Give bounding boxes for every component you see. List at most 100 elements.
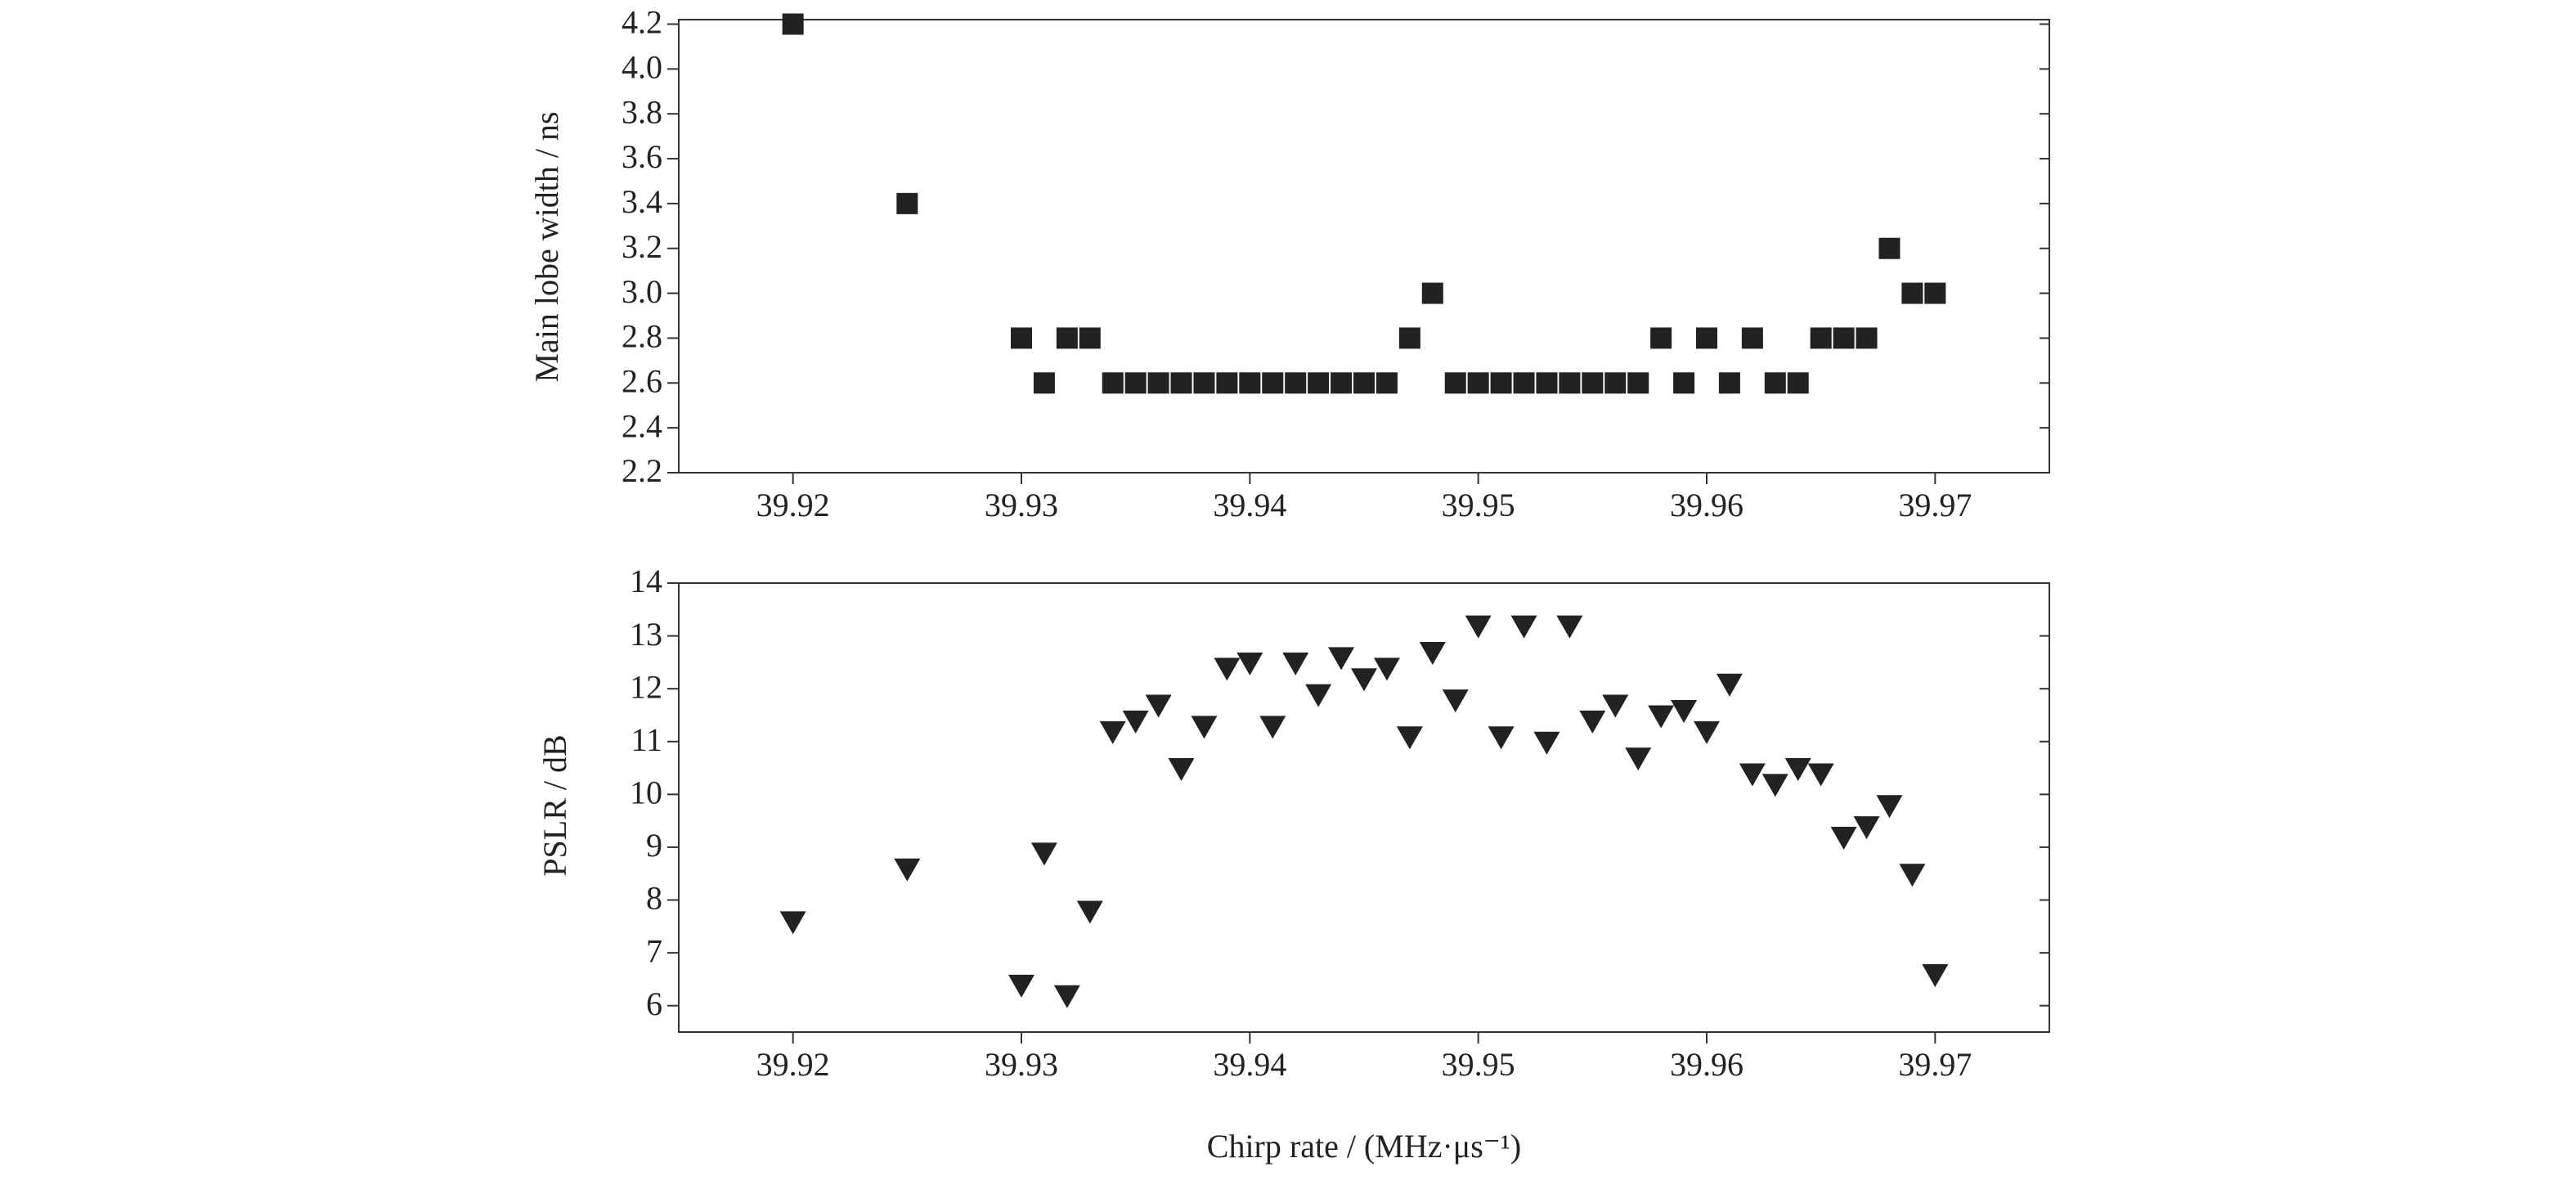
marker: [1305, 684, 1332, 707]
marker: [1741, 327, 1763, 349]
y-tick-label: 13: [630, 616, 662, 653]
marker: [1833, 327, 1855, 349]
marker: [1168, 758, 1195, 782]
marker: [1556, 615, 1583, 639]
marker: [1533, 731, 1560, 755]
y-tick-label: 2.4: [622, 407, 662, 444]
x-tick-label: 39.96: [1670, 487, 1744, 523]
marker: [1214, 658, 1241, 681]
marker: [1784, 758, 1811, 782]
y-tick-label: 3.2: [622, 228, 662, 265]
marker: [1396, 726, 1423, 750]
marker: [1236, 652, 1263, 676]
marker: [1008, 974, 1034, 998]
x-axis-label: Chirp rate / (MHz·μs⁻¹): [1207, 1128, 1521, 1165]
marker: [1559, 372, 1581, 394]
marker: [1444, 372, 1466, 394]
marker: [1262, 372, 1284, 394]
marker: [1648, 705, 1675, 729]
marker: [1442, 689, 1469, 713]
plot-frame: [678, 19, 2050, 474]
marker: [896, 192, 918, 214]
marker: [1285, 372, 1307, 394]
marker: [1421, 282, 1443, 304]
x-tick-label: 39.95: [1442, 487, 1515, 523]
x-tick-label: 39.93: [985, 1046, 1058, 1083]
marker: [1718, 372, 1740, 394]
y-tick-label: 2.6: [622, 362, 662, 399]
marker: [1490, 372, 1512, 394]
y-tick-label: 2.8: [622, 318, 662, 355]
y-axis-label: Main lobe width / ns: [528, 111, 565, 382]
y-tick-label: 4.2: [622, 4, 662, 41]
marker: [1011, 327, 1032, 349]
x-tick-label: 39.97: [1898, 1046, 1972, 1083]
marker: [1899, 864, 1926, 887]
marker: [1076, 900, 1103, 924]
marker: [1328, 647, 1355, 671]
marker: [1353, 372, 1375, 394]
y-tick-label: 7: [646, 932, 662, 969]
y-tick-label: 4.0: [622, 49, 662, 86]
marker: [1259, 716, 1286, 739]
marker: [1513, 372, 1535, 394]
y-tick-label: 3.8: [622, 93, 662, 130]
marker: [1876, 795, 1903, 819]
marker: [1467, 372, 1489, 394]
marker: [1536, 372, 1558, 394]
marker: [1488, 726, 1515, 750]
y-tick-label: 8: [646, 880, 662, 917]
marker: [1102, 372, 1124, 394]
marker: [1191, 716, 1218, 739]
marker: [1239, 372, 1261, 394]
marker: [1716, 673, 1743, 697]
x-tick-label: 39.94: [1213, 1046, 1286, 1083]
x-tick-label: 39.92: [756, 1046, 830, 1083]
marker: [1419, 641, 1446, 665]
marker: [1650, 327, 1672, 349]
marker: [1351, 668, 1377, 692]
marker: [1625, 747, 1652, 771]
marker: [1216, 372, 1238, 394]
marker: [1853, 816, 1880, 840]
y-tick-label: 3.4: [622, 183, 662, 220]
marker: [1739, 763, 1766, 787]
marker: [1810, 327, 1832, 349]
marker: [1671, 700, 1698, 724]
marker: [1604, 372, 1627, 394]
marker: [779, 911, 806, 935]
marker: [1331, 372, 1353, 394]
marker: [1053, 985, 1080, 1008]
y-tick-label: 3.6: [622, 138, 662, 175]
marker: [1901, 282, 1923, 304]
marker: [1033, 372, 1055, 394]
marker: [1627, 372, 1649, 394]
marker: [1030, 842, 1057, 866]
marker: [1856, 327, 1878, 349]
marker: [1122, 710, 1149, 734]
y-tick-label: 12: [630, 668, 662, 705]
marker: [1308, 372, 1330, 394]
y-tick-label: 3.0: [622, 273, 662, 310]
marker: [1170, 372, 1192, 394]
plot-frame: [678, 582, 2050, 1033]
marker: [1807, 763, 1834, 787]
y-axis-label: PSLR / dB: [536, 734, 573, 876]
marker: [1398, 327, 1420, 349]
marker: [1830, 827, 1857, 851]
marker: [1673, 372, 1695, 394]
y-tick-label: 10: [630, 774, 662, 811]
marker: [894, 858, 921, 882]
marker: [1602, 694, 1629, 718]
marker: [1579, 710, 1606, 734]
marker: [1696, 327, 1717, 349]
marker: [1124, 372, 1147, 394]
marker: [1145, 694, 1172, 718]
marker: [1582, 372, 1604, 394]
x-tick-label: 39.93: [985, 487, 1058, 523]
y-tick-label: 6: [646, 985, 662, 1022]
y-tick-label: 11: [631, 721, 662, 758]
y-tick-label: 2.2: [622, 452, 662, 489]
marker: [1373, 658, 1400, 681]
